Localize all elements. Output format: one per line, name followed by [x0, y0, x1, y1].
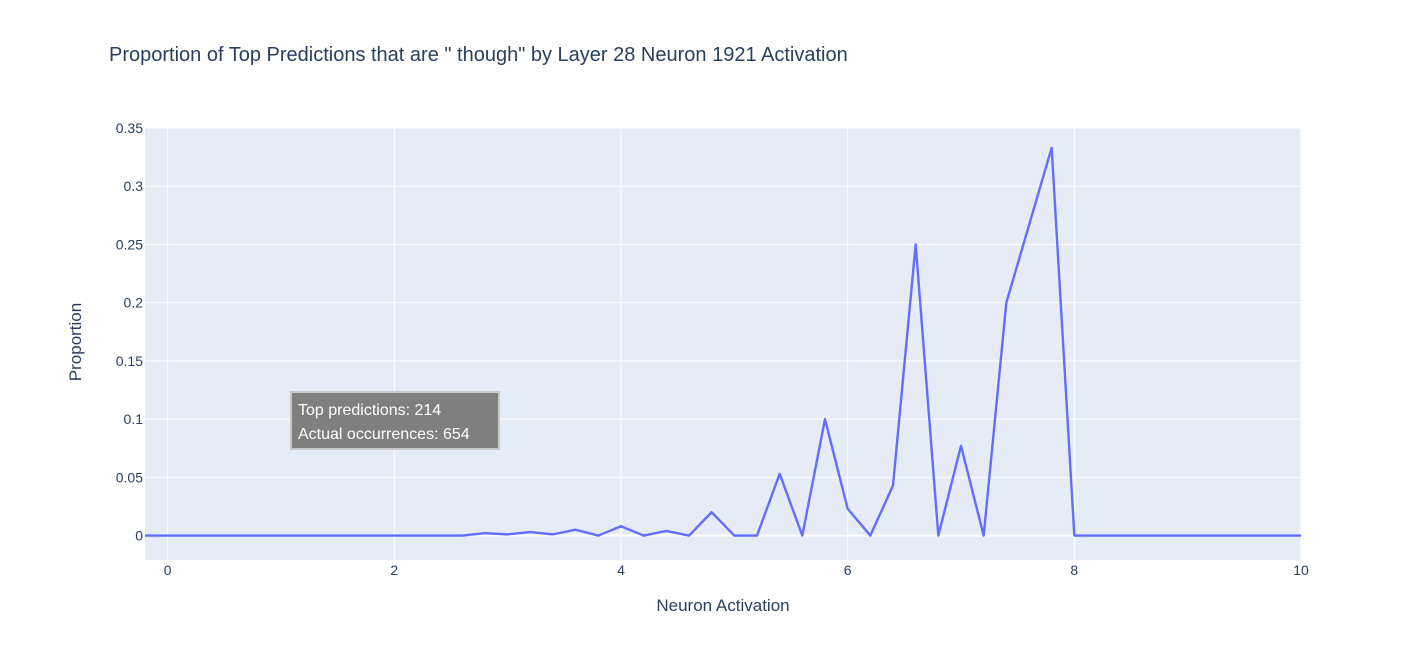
annotation-background [290, 391, 500, 450]
annotation-line-1: Top predictions: 214 [298, 402, 441, 419]
y-tick-label: 0.25 [116, 236, 143, 252]
plot-area [145, 128, 1301, 560]
x-tick-label: 6 [844, 562, 852, 578]
series-line [145, 146, 1301, 537]
x-gridlines [167, 128, 1302, 560]
series-group [145, 146, 1301, 537]
annotation-box: Top predictions: 214 Actual occurrences:… [290, 391, 500, 450]
y-tick-label: 0.2 [124, 295, 144, 311]
y-tick-labels: 0 0.05 0.1 0.15 0.2 0.25 0.3 0.35 [116, 120, 143, 544]
x-axis-title: Neuron Activation [656, 596, 789, 615]
y-axis-title: Proportion [66, 303, 85, 381]
y-tick-label: 0.1 [124, 411, 144, 427]
y-tick-label: 0.05 [116, 469, 143, 485]
x-tick-label: 2 [390, 562, 398, 578]
x-tick-label: 4 [617, 562, 625, 578]
y-tick-label: 0 [135, 528, 143, 544]
chart-title: Proportion of Top Predictions that are "… [109, 44, 848, 66]
y-tick-label: 0.3 [124, 178, 144, 194]
x-tick-label: 10 [1293, 562, 1309, 578]
x-tick-labels: 0 2 4 6 8 10 [164, 562, 1309, 578]
x-tick-label: 0 [164, 562, 172, 578]
annotation-line-2: Actual occurrences: 654 [298, 426, 470, 443]
y-tick-label: 0.35 [116, 120, 143, 136]
x-tick-label: 8 [1070, 562, 1078, 578]
y-tick-label: 0.15 [116, 353, 143, 369]
